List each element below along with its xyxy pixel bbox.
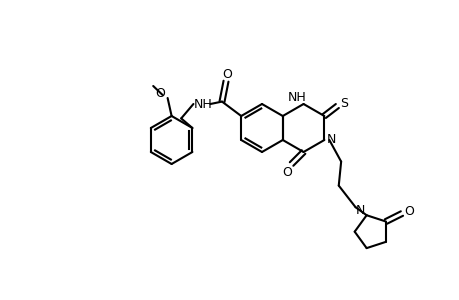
Text: N: N bbox=[355, 204, 364, 217]
Text: O: O bbox=[403, 205, 413, 218]
Text: O: O bbox=[155, 86, 165, 100]
Text: N: N bbox=[326, 133, 336, 146]
Text: NH: NH bbox=[288, 91, 306, 103]
Text: S: S bbox=[340, 97, 347, 110]
Text: O: O bbox=[222, 68, 231, 81]
Text: O: O bbox=[282, 166, 292, 178]
Text: NH: NH bbox=[194, 98, 213, 110]
